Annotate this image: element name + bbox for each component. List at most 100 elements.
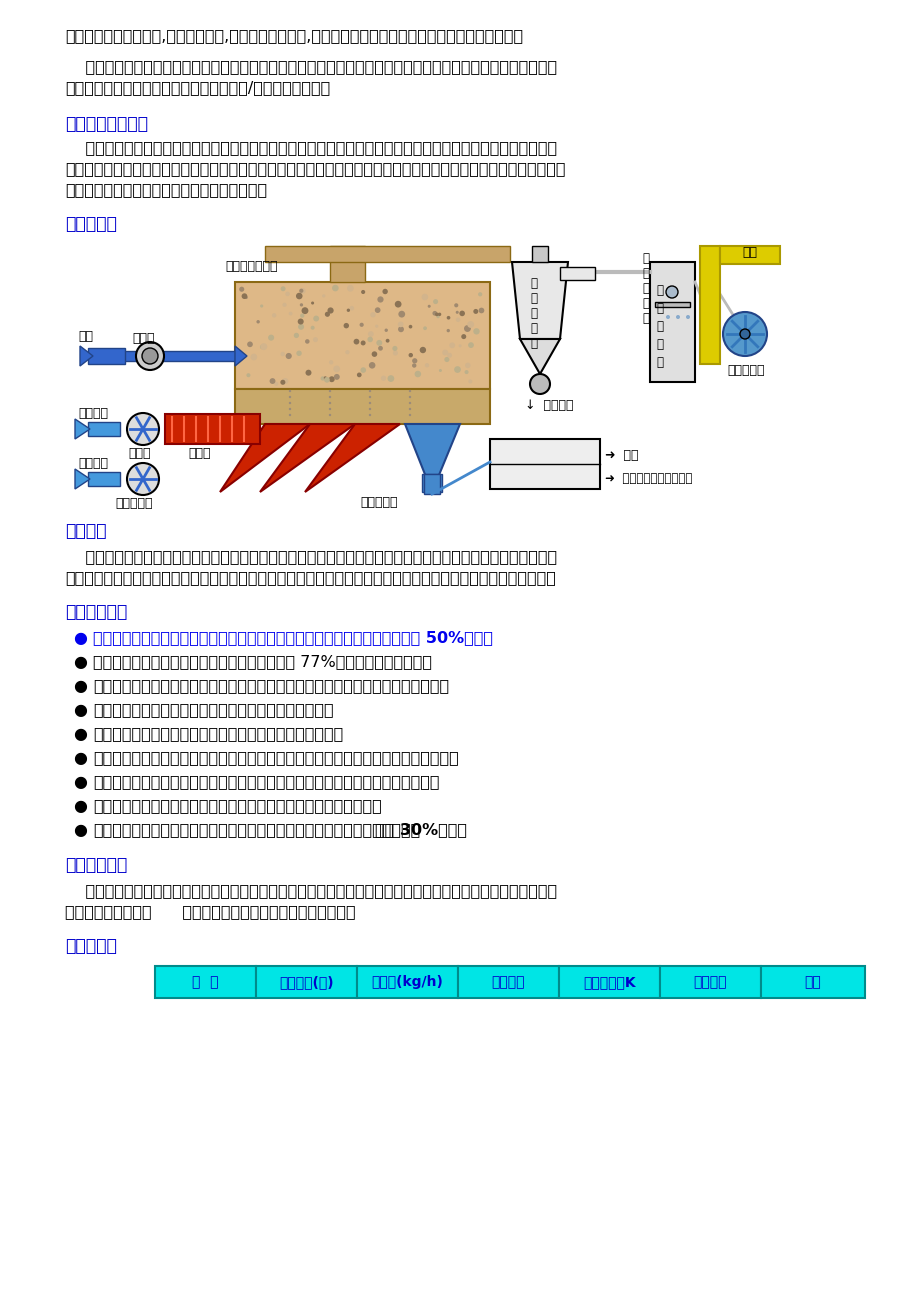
Circle shape	[298, 319, 303, 324]
Bar	[234, 283, 490, 389]
Text: 系统设备优势: 系统设备优势	[65, 603, 127, 621]
Circle shape	[360, 290, 365, 294]
Circle shape	[394, 301, 401, 307]
Bar	[760, 966, 864, 999]
Circle shape	[436, 315, 439, 318]
Text: ●: ●	[73, 727, 87, 742]
Bar	[255, 966, 357, 999]
Circle shape	[328, 402, 331, 404]
Circle shape	[305, 340, 309, 344]
Bar	[88, 473, 119, 486]
Circle shape	[260, 345, 264, 349]
Circle shape	[127, 413, 159, 445]
Circle shape	[282, 378, 288, 384]
Circle shape	[382, 289, 388, 294]
Circle shape	[368, 331, 373, 337]
Text: 系统引风机: 系统引风机	[726, 365, 764, 378]
Text: 大小的液滴，一部分液滴粘附并浸润在较大颗粒的表面（涂层），一部分液滴包覆在较小颗粒的表面（涂层），一部分: 大小的液滴，一部分液滴粘附并浸润在较大颗粒的表面（涂层），一部分液滴包覆在较小颗…	[65, 161, 565, 176]
Circle shape	[305, 370, 312, 376]
Polygon shape	[234, 346, 246, 366]
Circle shape	[328, 396, 331, 398]
Circle shape	[686, 315, 689, 319]
Circle shape	[328, 389, 331, 392]
Circle shape	[346, 309, 350, 312]
Circle shape	[464, 370, 468, 374]
Polygon shape	[75, 419, 90, 439]
Circle shape	[282, 302, 287, 307]
Circle shape	[285, 292, 289, 296]
Circle shape	[391, 346, 397, 352]
Circle shape	[421, 294, 427, 301]
Circle shape	[312, 315, 319, 322]
Circle shape	[437, 312, 441, 316]
Text: 不同颗粒的物料接触，并附着在颗粒表面完成干燥造粒过程，通过调节颗粒整形机，可以得到不同粒度的物料颗粒。: 不同颗粒的物料接触，并附着在颗粒表面完成干燥造粒过程，通过调节颗粒整形机，可以得…	[65, 570, 555, 585]
Circle shape	[334, 374, 339, 380]
Circle shape	[371, 352, 377, 357]
Circle shape	[333, 366, 340, 372]
Circle shape	[300, 314, 304, 318]
Text: ●: ●	[73, 631, 87, 646]
Text: 造粒干燥机主机为免维修设备，因为没有运转性设备，特别是没有高强度的振动器件，: 造粒干燥机主机为免维修设备，因为没有运转性设备，特别是没有高强度的振动器件，	[93, 750, 459, 766]
Circle shape	[467, 322, 473, 328]
Circle shape	[136, 342, 164, 370]
Circle shape	[454, 303, 458, 307]
Circle shape	[459, 344, 461, 348]
Bar	[88, 348, 125, 365]
Bar	[330, 246, 365, 283]
Circle shape	[353, 339, 359, 345]
Text: 自然空气: 自然空气	[78, 408, 108, 421]
Text: 液滴粘附细粉（凝集），一部分液滴自成晶种。: 液滴粘附细粉（凝集），一部分液滴自成晶种。	[65, 182, 267, 197]
Text: 采用大口径喷嘴，确保喷嘴雾化的通畅性，可以连续运行。: 采用大口径喷嘴，确保喷嘴雾化的通畅性，可以连续运行。	[93, 727, 343, 741]
Circle shape	[359, 323, 363, 327]
Bar	[650, 262, 694, 381]
Bar	[88, 422, 119, 436]
Circle shape	[296, 293, 302, 299]
Circle shape	[320, 376, 324, 380]
Circle shape	[376, 340, 381, 346]
Circle shape	[289, 311, 292, 315]
Circle shape	[419, 346, 425, 353]
Text: 采用外部可拆卸喷嘴，可以在不停机的情况下检修喷嘴。: 采用外部可拆卸喷嘴，可以在不停机的情况下检修喷嘴。	[93, 702, 334, 717]
Bar	[659, 966, 760, 999]
Text: 风: 风	[530, 292, 537, 305]
Circle shape	[408, 396, 411, 398]
Circle shape	[375, 324, 378, 328]
Text: 系统整体热效率高，系统中所有能够利用的热量均采用合理的热量回收工艺，: 系统整体热效率高，系统中所有能够利用的热量均采用合理的热量回收工艺，	[93, 822, 420, 837]
Circle shape	[665, 286, 677, 298]
Circle shape	[739, 329, 749, 339]
Circle shape	[300, 303, 302, 306]
Text: 床层面积(㎡): 床层面积(㎡)	[278, 975, 334, 990]
Circle shape	[274, 381, 278, 385]
Circle shape	[378, 346, 382, 350]
Text: 湿
式
除
尘
器: 湿 式 除 尘 器	[641, 253, 648, 326]
Text: 装机功率: 装机功率	[693, 975, 726, 990]
Circle shape	[408, 408, 411, 410]
Circle shape	[468, 342, 473, 348]
Circle shape	[260, 305, 263, 307]
Text: ↓  细小粉末: ↓ 细小粉末	[525, 398, 573, 411]
Text: ●: ●	[73, 751, 87, 766]
Text: 器: 器	[530, 337, 537, 350]
Circle shape	[256, 320, 259, 323]
Circle shape	[529, 374, 550, 395]
Circle shape	[397, 322, 403, 327]
Circle shape	[447, 316, 450, 319]
Circle shape	[267, 335, 274, 341]
Text: 物料在造粒干燥过程中干燥品质稳定均匀，具有极大的操作稳定性。: 物料在造粒干燥过程中干燥品质稳定均匀，具有极大的操作稳定性。	[93, 798, 381, 812]
Circle shape	[289, 396, 291, 398]
Text: 凡未采用我公司造粒工艺生产的，我公司可对之进行改造，改造后产量可提高 50%以上。: 凡未采用我公司造粒工艺生产的，我公司可对之进行改造，改造后产量可提高 50%以上…	[93, 630, 493, 644]
Text: 尘: 尘	[655, 339, 663, 352]
Circle shape	[369, 402, 370, 404]
Text: 自然空气: 自然空气	[78, 457, 108, 470]
Circle shape	[398, 311, 404, 318]
Circle shape	[298, 324, 304, 329]
Circle shape	[455, 311, 459, 314]
Text: ●: ●	[73, 823, 87, 838]
Circle shape	[246, 374, 250, 378]
Bar	[357, 966, 458, 999]
Circle shape	[360, 341, 365, 345]
Circle shape	[463, 326, 471, 332]
Polygon shape	[404, 424, 460, 492]
Circle shape	[269, 378, 275, 384]
Bar	[154, 966, 255, 999]
